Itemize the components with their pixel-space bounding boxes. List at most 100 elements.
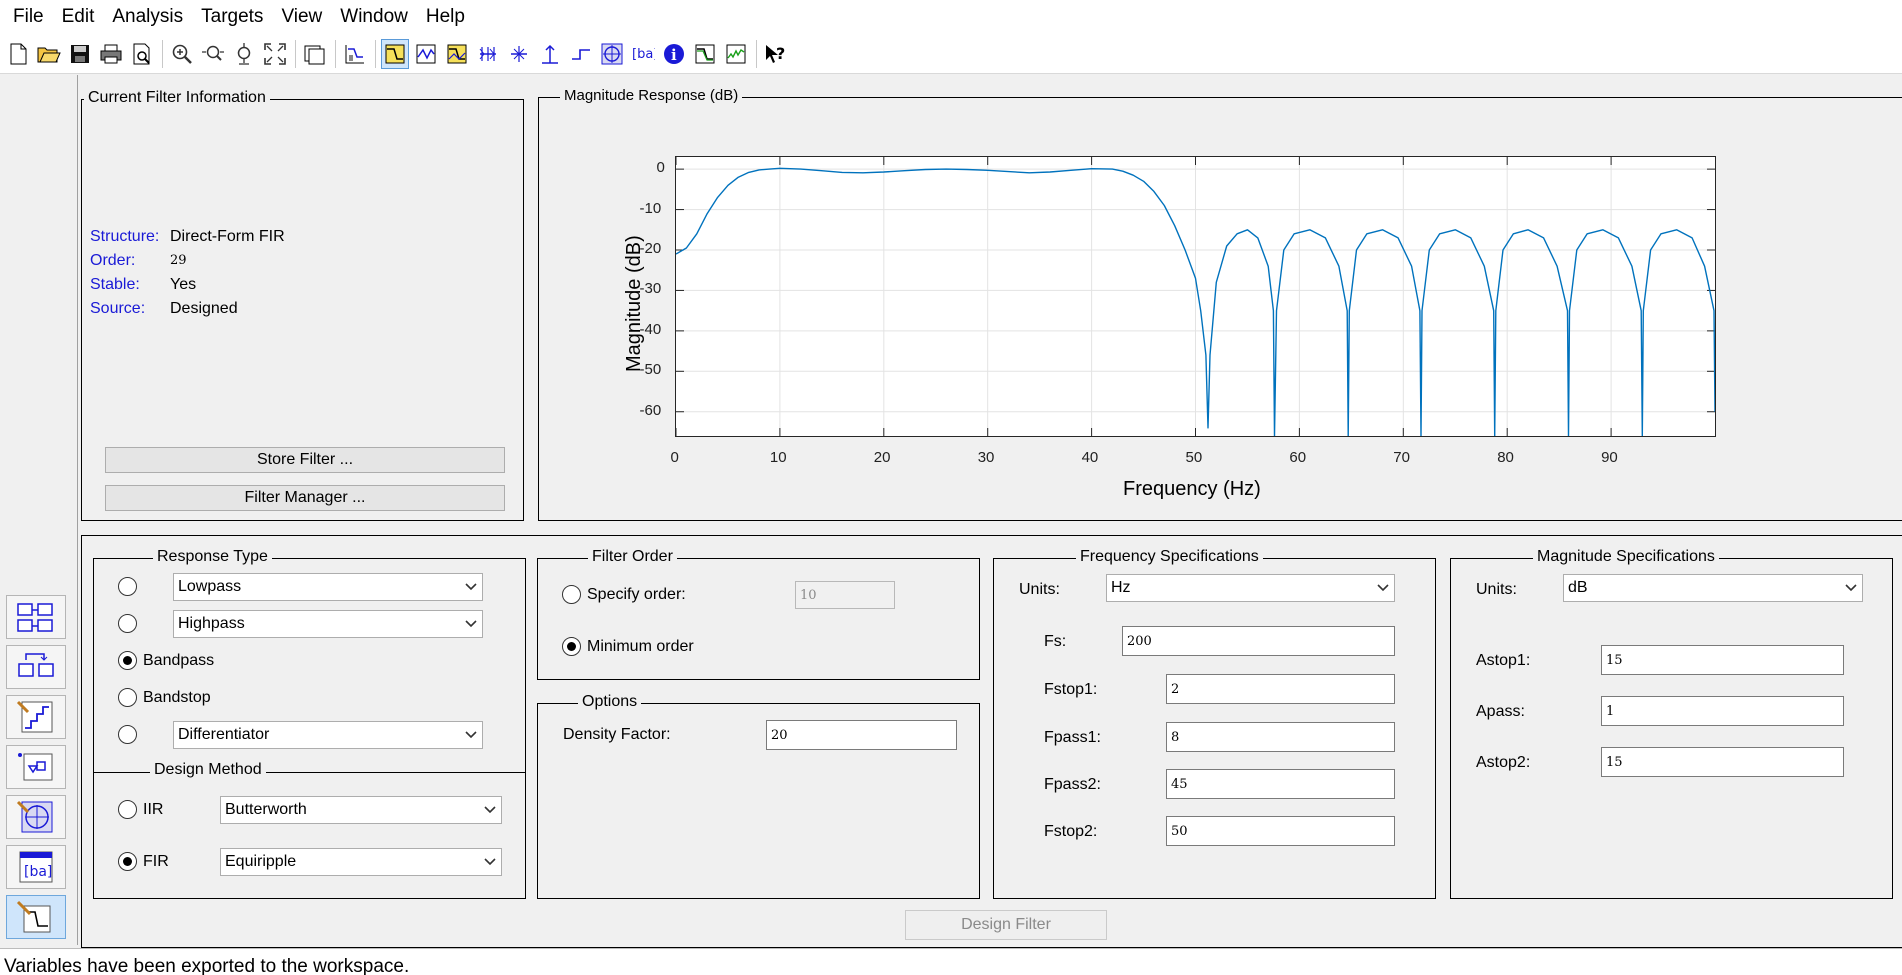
zoom-in-icon[interactable] <box>168 39 196 69</box>
options-title: Options <box>578 693 642 711</box>
svg-text:[ba]: [ba] <box>24 864 52 880</box>
step-response-icon[interactable] <box>567 39 595 69</box>
lowpass-radio[interactable] <box>118 577 137 596</box>
realize-model-icon[interactable] <box>6 745 66 789</box>
fstop1-input[interactable]: 2 <box>1166 674 1395 704</box>
x-tick-label: 60 <box>1289 449 1307 466</box>
phase-response-icon[interactable] <box>412 39 440 69</box>
y-tick-label: -10 <box>639 199 662 217</box>
differentiator-radio[interactable] <box>118 725 137 744</box>
lowpass-select[interactable]: Lowpass <box>173 573 483 601</box>
x-tick-label: 40 <box>1081 449 1099 466</box>
highpass-radio[interactable] <box>118 614 137 633</box>
iir-radio[interactable] <box>118 800 137 819</box>
stable-value: Yes <box>170 276 197 293</box>
fir-radio[interactable] <box>118 852 137 871</box>
menu-file[interactable]: File <box>13 6 44 27</box>
x-tick-label: 80 <box>1497 449 1514 466</box>
frequency-units-label: Units: <box>1019 581 1060 598</box>
pole-zero-icon[interactable] <box>598 39 626 69</box>
x-tick-label: 0 <box>670 449 679 466</box>
save-icon[interactable] <box>66 39 94 69</box>
print-icon[interactable] <box>97 39 125 69</box>
new-file-icon[interactable] <box>4 39 32 69</box>
astop1-input[interactable]: 15 <box>1601 645 1844 675</box>
filter-manager-button[interactable]: Filter Manager ... <box>105 485 505 511</box>
new-figure-icon[interactable] <box>301 39 329 69</box>
zoom-x-icon[interactable] <box>199 39 227 69</box>
group-delay-icon[interactable] <box>474 39 502 69</box>
whats-this-help-icon[interactable]: ? <box>762 39 790 69</box>
impulse-response-icon[interactable] <box>536 39 564 69</box>
astop2-label: Astop2: <box>1476 754 1531 771</box>
menu-view[interactable]: View <box>281 6 323 27</box>
fstop2-input[interactable]: 50 <box>1166 816 1395 846</box>
plot-title: Magnitude Response (dB) <box>560 87 743 104</box>
store-filter-button[interactable]: Store Filter ... <box>105 447 505 473</box>
set-quantization-icon[interactable] <box>6 695 66 739</box>
menu-targets[interactable]: Targets <box>201 6 264 27</box>
structure-label: Structure: <box>90 228 160 245</box>
menu-bar: File Edit Analysis Targets View Window H… <box>0 0 1902 34</box>
magnitude-units-select[interactable]: dB <box>1563 574 1863 602</box>
fs-label: Fs: <box>1044 633 1067 650</box>
design-filter-icon[interactable] <box>6 895 66 939</box>
design-panel <box>81 535 1902 948</box>
x-tick-label: 50 <box>1185 449 1203 466</box>
fpass1-label: Fpass1: <box>1044 729 1101 746</box>
options-panel: Options Density Factor: 20 <box>537 693 980 899</box>
fir-select-text: Equiripple <box>225 853 297 870</box>
open-folder-icon[interactable] <box>35 39 63 69</box>
toolbar-separator <box>335 39 336 68</box>
svg-text:[ba]: [ba] <box>632 47 655 62</box>
magnitude-specs-title: Magnitude Specifications <box>1533 548 1719 566</box>
magnitude-units-text: dB <box>1568 579 1588 596</box>
import-filter-icon[interactable]: [ba] <box>6 845 66 889</box>
round-off-noise-icon[interactable] <box>722 39 750 69</box>
menu-analysis[interactable]: Analysis <box>112 6 184 27</box>
frequency-units-text: Hz <box>1111 579 1131 596</box>
transform-filter-icon[interactable] <box>6 595 66 639</box>
filter-order-panel: Filter Order Specify order: 10 Minimum o… <box>537 548 980 680</box>
differentiator-select[interactable]: Differentiator <box>173 721 483 749</box>
design-method-title: Design Method <box>150 761 266 779</box>
toolbar-separator <box>295 39 296 68</box>
frequency-units-select[interactable]: Hz <box>1106 574 1395 602</box>
phase-delay-icon[interactable] <box>505 39 533 69</box>
magnitude-response-icon[interactable] <box>381 38 409 69</box>
y-tick-label: -60 <box>639 401 662 419</box>
full-view-icon[interactable] <box>261 39 289 69</box>
astop2-input[interactable]: 15 <box>1601 747 1844 777</box>
specify-order-input[interactable]: 10 <box>795 581 895 609</box>
apass-input[interactable]: 1 <box>1601 696 1844 726</box>
design-filter-button[interactable]: Design Filter <box>905 910 1107 940</box>
iir-method-select[interactable]: Butterworth <box>220 796 502 824</box>
fpass1-input[interactable]: 8 <box>1166 722 1395 752</box>
print-preview-icon[interactable] <box>128 39 156 69</box>
zoom-y-icon[interactable] <box>230 39 258 69</box>
density-factor-input[interactable]: 20 <box>766 720 957 750</box>
highpass-select[interactable]: Highpass <box>173 610 483 638</box>
pole-zero-editor-icon[interactable] <box>6 795 66 839</box>
menu-help[interactable]: Help <box>425 6 465 27</box>
chevron-down-icon <box>1372 575 1394 601</box>
bandpass-radio[interactable] <box>118 651 137 670</box>
filter-info-icon[interactable]: i <box>660 39 688 69</box>
highpass-select-text: Highpass <box>178 615 245 632</box>
menu-edit[interactable]: Edit <box>61 6 95 27</box>
fir-method-select[interactable]: Equiripple <box>220 848 502 876</box>
magnitude-specs-panel: Magnitude Specifications Units: dB Astop… <box>1450 548 1893 899</box>
filter-specs-icon[interactable] <box>341 39 369 69</box>
plot-area <box>675 156 1716 437</box>
fs-input[interactable]: 200 <box>1122 626 1395 656</box>
magnitude-estimate-icon[interactable] <box>691 39 719 69</box>
specify-order-radio[interactable] <box>562 585 581 604</box>
minimum-order-radio[interactable] <box>562 637 581 656</box>
filter-coefficients-icon[interactable]: [ba] <box>629 39 657 69</box>
x-tick-label: 30 <box>977 449 995 466</box>
create-multirate-filter-icon[interactable] <box>6 645 66 689</box>
bandstop-radio[interactable] <box>118 688 137 707</box>
magnitude-phase-icon[interactable] <box>443 39 471 69</box>
menu-window[interactable]: Window <box>340 6 408 27</box>
fpass2-input[interactable]: 45 <box>1166 769 1395 799</box>
